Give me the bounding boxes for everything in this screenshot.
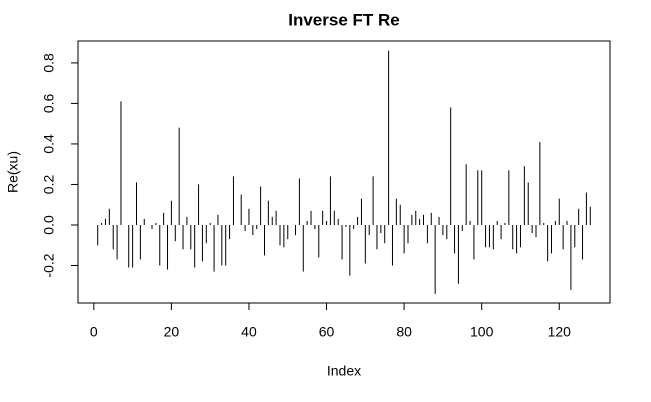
x-tick-label: 120 bbox=[548, 324, 572, 340]
y-tick-label: 0.2 bbox=[41, 175, 57, 195]
x-tick-label: 80 bbox=[396, 324, 412, 340]
x-tick-label: 0 bbox=[90, 324, 98, 340]
x-tick-label: 40 bbox=[241, 324, 257, 340]
y-tick-label: 0.4 bbox=[41, 134, 57, 154]
plot-frame bbox=[77, 40, 611, 304]
y-tick-label: 0.0 bbox=[41, 215, 57, 235]
x-tick-label: 20 bbox=[164, 324, 180, 340]
x-tick-label: 100 bbox=[470, 324, 494, 340]
chart-title: Inverse FT Re bbox=[288, 10, 400, 29]
y-tick-label: 0.6 bbox=[41, 93, 57, 113]
x-axis-label: Index bbox=[327, 363, 361, 379]
x-tick-label: 60 bbox=[319, 324, 335, 340]
y-tick-label: 0.8 bbox=[41, 53, 57, 73]
y-tick-label: -0.2 bbox=[41, 253, 57, 277]
y-axis-label: Re(xu) bbox=[5, 151, 21, 193]
